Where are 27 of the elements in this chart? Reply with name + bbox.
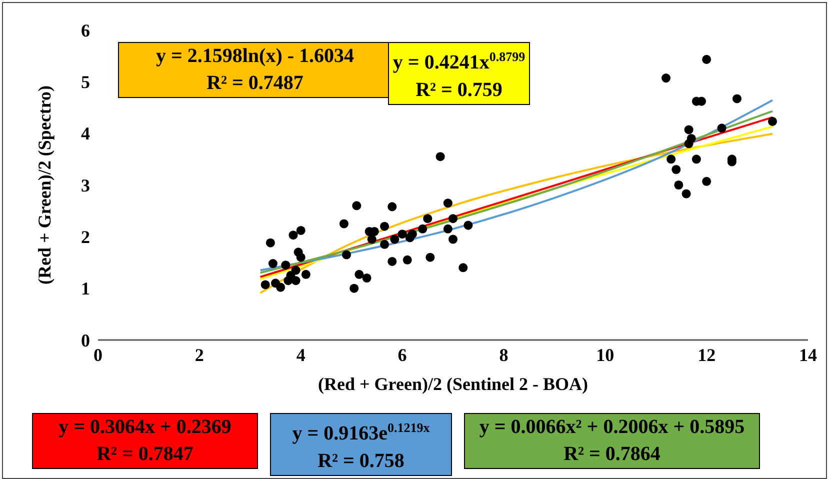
y-tick-label: 4 — [81, 124, 90, 144]
y-tick-label: 6 — [81, 20, 90, 40]
x-tick-label: 14 — [799, 344, 817, 365]
text: R² = 0.758 — [316, 448, 406, 474]
y-tick-label: 5 — [81, 72, 90, 92]
x-tick-label: 12 — [698, 344, 716, 365]
x-tick-label: 10 — [596, 344, 614, 365]
x-tick-label: 6 — [398, 344, 407, 365]
y-tick-label: 0 — [81, 330, 90, 350]
text: y = 0.3064x + 0.2369 — [58, 415, 232, 440]
x-tick-label: 8 — [499, 344, 508, 365]
x-tick-label: 4 — [296, 344, 306, 365]
text: R² = 0.7864 — [562, 442, 662, 467]
x-tick-label: 2 — [194, 344, 204, 365]
text: y = 0.4241x$^{0.8799}$ — [392, 48, 526, 76]
text: R² = 0.7847 — [96, 442, 194, 467]
annotation: R² = 0.7487 — [206, 71, 304, 96]
y-tick-label: 2 — [81, 227, 90, 248]
text: y = 2.1598ln(x) - 1.6034 — [154, 44, 356, 69]
text: y = 0.9163e$^{0.1219x}$ — [291, 419, 431, 447]
x-axis-title: (Red + Green)/2 (Sentinel 2 - BOA) — [318, 374, 588, 394]
y-tick-label: 3 — [81, 175, 90, 196]
y-axis-title: (Red + Green)/2 (Spectro) — [34, 85, 54, 285]
y-tick-label: 1 — [81, 278, 90, 299]
x-tick-label: 0 — [94, 344, 102, 365]
annotation: R² = 0.759 — [414, 78, 504, 103]
text: y = 0.0066x² + 0.2006x + 0.5895 — [478, 415, 746, 440]
